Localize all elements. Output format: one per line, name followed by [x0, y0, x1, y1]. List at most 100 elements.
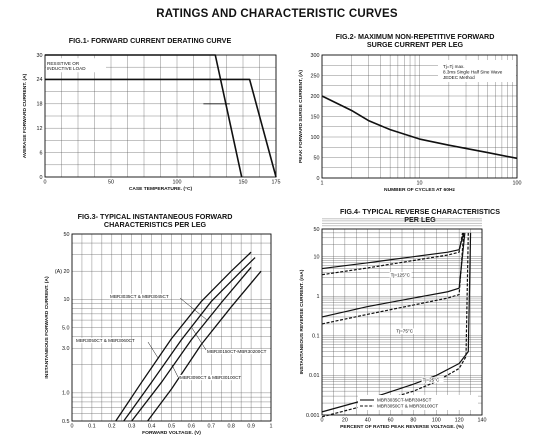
fig3-leader-line [179, 297, 208, 321]
fig3-y-tick-label: 0.5 [62, 419, 70, 425]
fig4-y-axis-label: INSTANTANEOUS REVERSE CURRENT. (mA) [299, 269, 305, 374]
fig4-annotation-bg [421, 377, 444, 383]
fig4-x-tick-label: 0 [321, 418, 324, 424]
fig2-y-tick-label: 50 [314, 155, 320, 161]
fig1-y-tick-label: 24 [37, 77, 43, 83]
fig4-temperature-label: Tj=75°C [396, 329, 413, 334]
fig2-plot-frame [321, 54, 518, 179]
fig4-temperature-label: Tj=125°C [391, 272, 411, 277]
fig1-y-axis-label: AVERAGE FORWARD CURRENT. (A) [22, 73, 28, 158]
fig1-series-line [45, 54, 243, 178]
fig4-x-tick-label: 40 [365, 418, 371, 424]
fig3-x-tick-label: 0.5 [168, 424, 176, 430]
fig1-x-tick-label: 50 [108, 180, 114, 186]
fig2-title: FIG.2- MAXIMUM NON-REPETITIVE FORWARD SU… [335, 32, 495, 49]
fig1-x-tick-label: 150 [239, 180, 248, 186]
fig4-series-line [321, 232, 465, 325]
fig2-y-tick-label: 100 [311, 135, 320, 141]
fig4-x-tick-label: 80 [410, 418, 416, 424]
fig4-x-tick-label: 20 [342, 418, 348, 424]
fig1-title: FIG.1- FORWARD CURRENT DERATING CURVE [68, 36, 232, 45]
fig3-leader-line [191, 327, 207, 351]
fig2-x-tick-label: 100 [513, 181, 522, 187]
fig3-x-tick-label: 0.9 [247, 424, 255, 430]
fig3-plot-frame [71, 233, 272, 422]
fig3-x-tick-label: 0.8 [227, 424, 235, 430]
fig3-x-tick-label: 0.6 [188, 424, 196, 430]
fig3-y-tick-label: 5.0 [62, 325, 70, 331]
fig3-y-tick-label: 50 [64, 232, 70, 238]
fig4-x-tick-label: 140 [478, 418, 487, 424]
fig2-x-axis-label: NUMBER OF CYCLES AT 60Hz [384, 187, 455, 193]
fig4-legend-label: MBR3050CT & MBR30100CT [377, 404, 438, 409]
fig4-plot-frame [321, 228, 483, 416]
fig3-x-tick-label: 0.1 [88, 424, 96, 430]
fig4-x-tick-label: 100 [432, 418, 441, 424]
fig1-x-tick-label: 0 [44, 180, 47, 186]
fig4-y-tick-label: 50 [314, 227, 320, 233]
fig3-label-bg [75, 337, 131, 344]
fig4-x-tick-label: 60 [388, 418, 394, 424]
fig2-y-tick-label: 150 [311, 114, 320, 120]
fig3-x-tick-label: 0.4 [148, 424, 156, 430]
fig4-legend-label: MBR3035CT-MBR3045CT [377, 398, 432, 403]
fig1-series-line [45, 78, 277, 178]
fig3-series-label: MBR3090CT & MBR30100CT [180, 375, 241, 380]
fig2-y-tick-label: 250 [311, 73, 320, 79]
fig4-x-axis-label: PERCENT OF RATED PEAK REVERSE VOLTAGE. (… [340, 424, 464, 430]
fig4-annotation-bg [389, 271, 412, 278]
fig3-leader-line [147, 341, 159, 359]
fig4-y-tick-label: 0.001 [306, 413, 320, 419]
fig4-y-tick-label: 0.01 [309, 373, 320, 379]
fig1-x-axis-label: CASE TEMPERATURE. (°C) [129, 186, 193, 192]
fig1-x-tick-label: 100 [173, 180, 182, 186]
fig2-y-tick-label: 200 [311, 94, 320, 100]
fig1-y-tick-label: 0 [40, 175, 43, 181]
fig3-y-tick-label: 10 [64, 297, 70, 303]
fig2-x-tick-label: 10 [417, 181, 423, 187]
fig3-y-tick-label: 1.0 [62, 391, 70, 397]
fig4-series-line [321, 232, 465, 270]
fig3-y-tick-label: (A) 20 [55, 269, 70, 275]
fig1-annotation-bg [46, 58, 106, 73]
fig3-label-bg [179, 374, 237, 381]
fig3-label-bg [206, 348, 262, 355]
fig3-x-tick-label: 0.3 [128, 424, 136, 430]
fig3-series-label: MBR30150CT-MBR30200CT [207, 349, 267, 354]
fig1-annotation: RESISTIVE OR INDUCTIVE LOAD [47, 61, 86, 71]
fig2-y-axis-label: PEAK FORWARD SURGE CURRENT, (A) [298, 70, 304, 163]
fig1-y-tick-label: 6 [40, 150, 43, 156]
fig2-x-tick-label: 1 [321, 181, 324, 187]
fig3-x-tick-label: 0.7 [208, 424, 216, 430]
fig4-y-tick-label: 0.1 [312, 334, 320, 340]
fig4-series-line [321, 232, 464, 276]
fig1-y-tick-label: 12 [37, 126, 43, 132]
fig3-x-tick-label: 1 [270, 424, 273, 430]
fig1-x-tick-label: 175 [272, 180, 281, 186]
fig3-x-axis-label: FORWARD VOLTAGE. (V) [142, 430, 201, 436]
fig4-temperature-label: Tj=25°C [423, 378, 440, 383]
fig4-x-tick-label: 120 [455, 418, 464, 424]
fig1-y-tick-label: 30 [37, 53, 43, 59]
fig3-y-axis-label: INSTANTANEOUS FORWARD CURRENT. (A) [44, 276, 50, 379]
fig3-label-bg [109, 293, 165, 300]
fig3-y-tick-label: 3.0 [62, 346, 70, 352]
fig4-title: FIG.4- TYPICAL REVERSE CHARACTERISTICS P… [339, 207, 500, 224]
fig1-y-tick-label: 18 [37, 102, 43, 108]
fig3-series-label: MBR3035CT & MBR3045CT [110, 294, 169, 299]
fig3-series-line [123, 257, 256, 422]
fig3-series-label: MBR3050CT & MBR3060CT [76, 338, 135, 343]
fig4-y-tick-label: 1 [317, 294, 320, 300]
fig3-x-tick-label: 0 [71, 424, 74, 430]
fig3-series-line [147, 270, 262, 422]
fig2-y-tick-label: 0 [317, 176, 320, 182]
fig3-series-line [115, 251, 252, 422]
fig2-series-line [321, 95, 518, 160]
fig3-leader-line [171, 364, 179, 378]
fig2-y-tick-label: 300 [311, 53, 320, 59]
fig3-x-tick-label: 0.2 [108, 424, 116, 430]
fig4-annotation-bg [395, 328, 418, 334]
fig3-title: FIG.3- TYPICAL INSTANTANEOUS FORWARD CHA… [77, 212, 233, 229]
fig3-series-line [131, 266, 252, 422]
